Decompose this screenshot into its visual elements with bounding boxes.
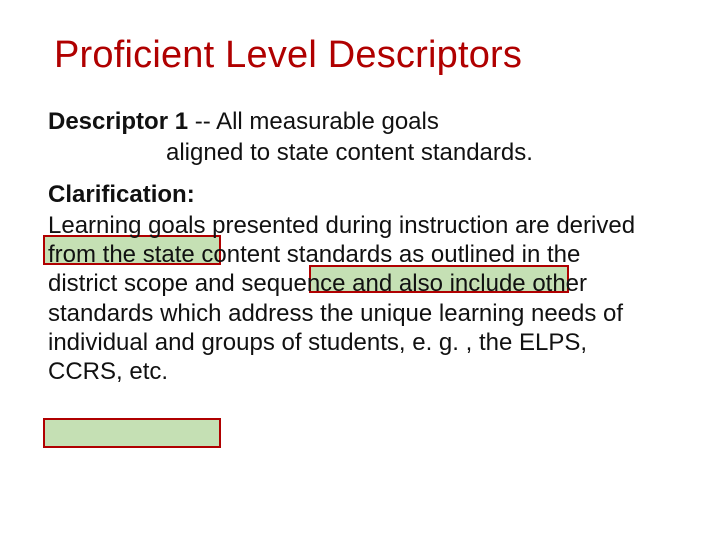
slide-body: Descriptor 1 -- All measurable goals ali… xyxy=(48,107,672,386)
descriptor-rest-1: All measurable goals xyxy=(216,108,439,135)
descriptor-line-2: aligned to state content standards. xyxy=(166,138,672,167)
slide-container: Proficient Level Descriptors Descriptor … xyxy=(0,0,720,540)
clarification-text: Learning goals presented during instruct… xyxy=(48,211,648,387)
descriptor-label: Descriptor 1 xyxy=(48,108,188,135)
descriptor-line-1: Descriptor 1 -- All measurable goals xyxy=(48,107,672,136)
clarification-label: Clarification: xyxy=(48,180,672,209)
descriptor-sep: -- xyxy=(188,108,216,135)
slide-title: Proficient Level Descriptors xyxy=(54,34,672,77)
